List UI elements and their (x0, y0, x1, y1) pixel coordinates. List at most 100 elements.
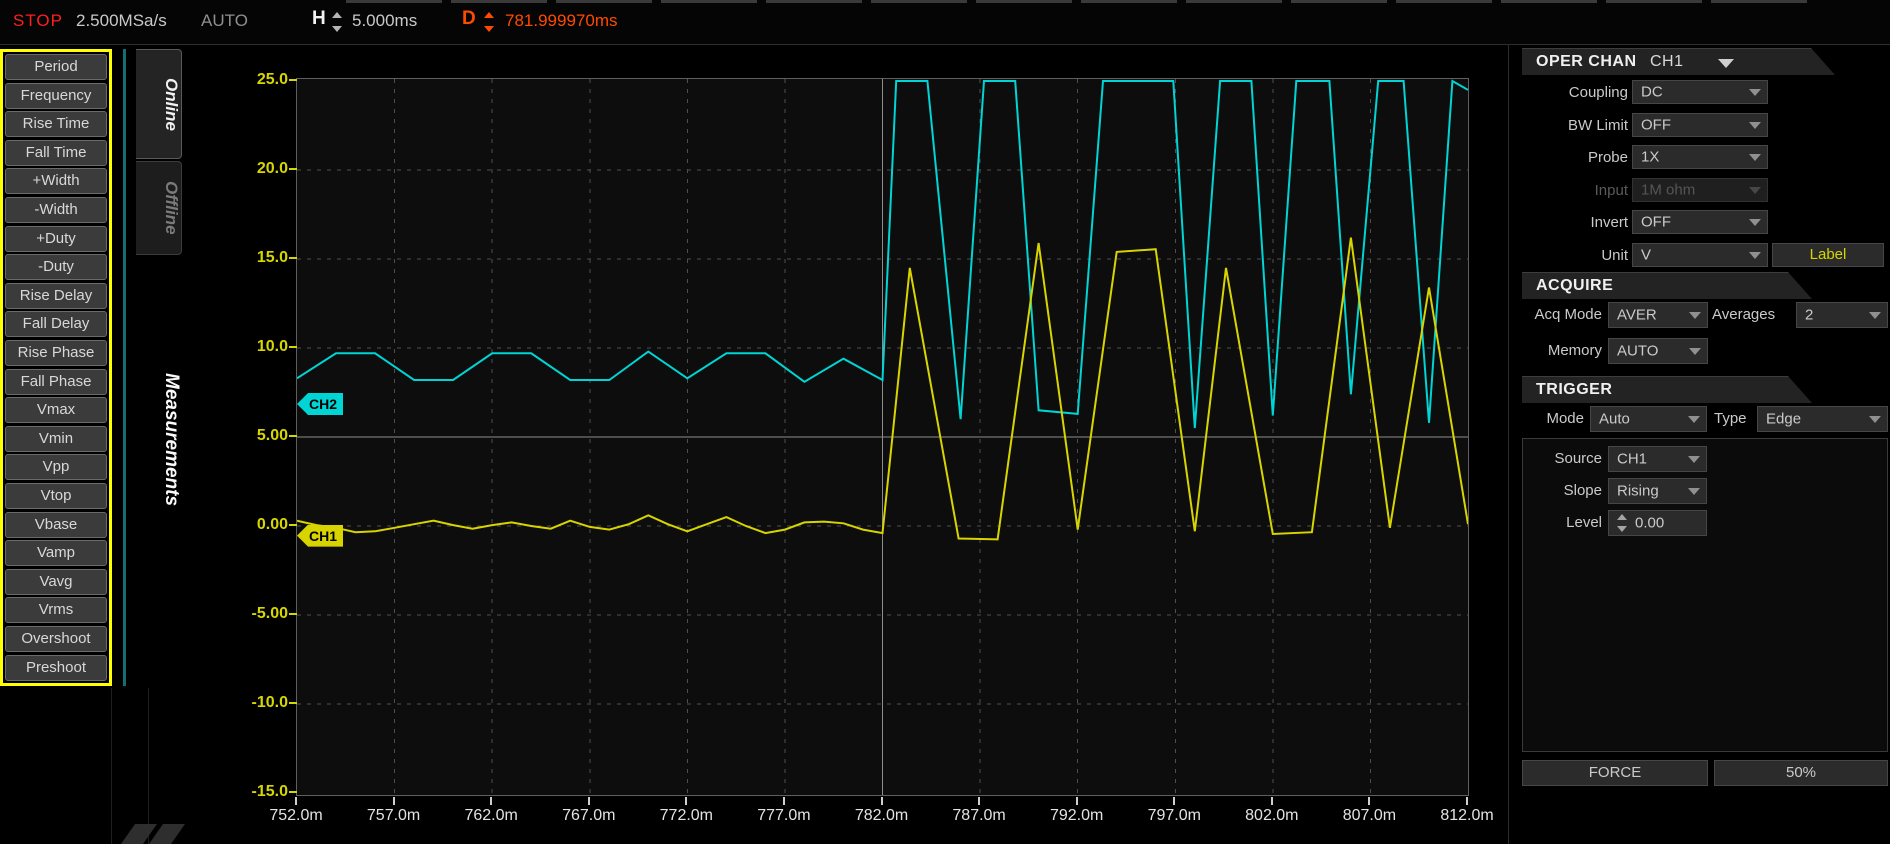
trigger-mode-dropdown[interactable]: Auto (1590, 406, 1707, 432)
acq-mode-dropdown[interactable]: AVER (1608, 302, 1708, 328)
label-button[interactable]: Label (1772, 243, 1884, 267)
x-axis-label: 757.0m (366, 807, 421, 824)
trigger-level-spinbox[interactable]: 0.00 (1608, 510, 1707, 536)
x-axis-label: 772.0m (659, 807, 714, 824)
invert-dropdown[interactable]: OFF (1632, 210, 1768, 234)
horizontal-scale-spinner-icon[interactable] (332, 11, 342, 33)
measurement-button-vbase[interactable]: Vbase (5, 511, 107, 538)
measurement-button-fall-delay[interactable]: Fall Delay (5, 311, 107, 338)
dropdown-arrow-icon (1869, 416, 1881, 423)
trigger-slope-label: Slope (1563, 482, 1602, 499)
delay-value[interactable]: 781.999970ms (505, 11, 618, 30)
probe-dropdown[interactable]: 1X (1632, 145, 1768, 169)
channel-marker-ch1[interactable]: CH1 (297, 524, 343, 547)
channel-marker-ch2[interactable]: CH2 (297, 392, 343, 415)
dropdown-arrow-icon (1749, 89, 1761, 96)
acquire-header: ACQUIRE (1522, 272, 1812, 299)
measurement-button-vavg[interactable]: Vavg (5, 568, 107, 595)
measurement-button-vtop[interactable]: Vtop (5, 483, 107, 509)
top-tab-separator (976, 0, 1072, 3)
y-axis-label: -10.0 (251, 694, 288, 711)
measurement-button-rise-phase[interactable]: Rise Phase (5, 340, 107, 366)
x-axis-tick (978, 797, 981, 805)
tab-offline[interactable]: Offline (136, 161, 182, 255)
top-tab-separator (1396, 0, 1492, 3)
level-50-percent-button[interactable]: 50% (1714, 760, 1888, 786)
y-axis-tick (289, 702, 297, 704)
top-tab-separator (451, 0, 547, 3)
invert-label: Invert (1590, 214, 1628, 231)
dropdown-arrow-icon (1749, 154, 1761, 161)
x-axis-label: 782.0m (854, 807, 909, 824)
y-axis-tick (289, 524, 297, 526)
measurement-button--duty[interactable]: +Duty (5, 225, 107, 252)
trace-ch1 (297, 237, 1468, 541)
tab-measurements[interactable]: Measurements (161, 373, 182, 507)
trigger-mode-label: Mode (1546, 410, 1584, 427)
x-axis-tick (880, 797, 883, 805)
dropdown-arrow-icon (1688, 456, 1700, 463)
measurement-button-fall-time[interactable]: Fall Time (5, 139, 107, 166)
y-axis-tick (289, 257, 297, 259)
x-axis-label: 802.0m (1245, 807, 1299, 824)
sample-rate-readout: 2.500MSa/s (76, 11, 167, 30)
unit-label: Unit (1601, 247, 1628, 264)
y-axis-tick (289, 168, 297, 170)
tab-online[interactable]: Online (136, 49, 182, 159)
waveform-svg (297, 79, 1468, 795)
dropdown-arrow-icon (1869, 312, 1881, 319)
measurement-button-vrms[interactable]: Vrms (5, 597, 107, 624)
x-axis-tick (782, 797, 785, 805)
x-axis-tick (1466, 797, 1468, 805)
force-trigger-button[interactable]: FORCE (1522, 760, 1708, 786)
run-state-indicator[interactable]: STOP (13, 11, 63, 30)
oper-chan-dropdown-arrow-icon[interactable] (1718, 59, 1734, 68)
top-tab-separator (661, 0, 757, 3)
measurement-button--width[interactable]: +Width (5, 168, 107, 195)
top-tab-separator (1291, 0, 1387, 3)
top-tab-separator (1501, 0, 1597, 3)
measurement-button-vmax[interactable]: Vmax (5, 397, 107, 424)
averages-dropdown[interactable]: 2 (1796, 302, 1888, 328)
y-axis-label: 10.0 (256, 338, 288, 355)
horizontal-scale-label: H (312, 8, 326, 29)
top-tab-separator (346, 0, 442, 3)
measurement-button-vamp[interactable]: Vamp (5, 540, 107, 567)
memory-dropdown[interactable]: AUTO (1608, 338, 1708, 364)
delay-spinner-icon[interactable] (484, 11, 494, 33)
level-spinner-icon[interactable] (1617, 514, 1627, 532)
measurement-button-period[interactable]: Period (5, 54, 107, 80)
x-axis-label: 797.0m (1147, 807, 1201, 824)
x-axis-tick (587, 797, 590, 805)
trigger-type-label: Type (1714, 410, 1747, 427)
measurement-button-overshoot[interactable]: Overshoot (5, 626, 107, 652)
dropdown-arrow-icon (1749, 122, 1761, 129)
measurement-button-frequency[interactable]: Frequency (5, 82, 107, 109)
measurement-button-rise-time[interactable]: Rise Time (5, 111, 107, 138)
y-axis-label: 20.0 (256, 160, 288, 177)
y-axis-tick (289, 79, 297, 81)
measurement-button--width[interactable]: -Width (5, 197, 107, 223)
measurement-button-fall-phase[interactable]: Fall Phase (5, 368, 107, 395)
dropdown-arrow-icon (1749, 187, 1761, 194)
measurement-button-rise-delay[interactable]: Rise Delay (5, 282, 107, 309)
measurement-button--duty[interactable]: -Duty (5, 254, 107, 281)
x-axis-tick (490, 797, 493, 805)
trigger-source-dropdown[interactable]: CH1 (1608, 446, 1707, 472)
waveform-display[interactable] (296, 78, 1469, 796)
x-axis-tick (685, 797, 688, 805)
measurement-button-vpp[interactable]: Vpp (5, 454, 107, 481)
coupling-dropdown[interactable]: DC (1632, 80, 1768, 104)
trigger-type-dropdown[interactable]: Edge (1757, 406, 1888, 432)
measurement-button-vmin[interactable]: Vmin (5, 425, 107, 452)
measurement-button-preshoot[interactable]: Preshoot (5, 654, 107, 681)
oper-chan-value[interactable]: CH1 (1650, 53, 1684, 70)
horizontal-scale-value[interactable]: 5.000ms (352, 11, 418, 30)
unit-dropdown[interactable]: V (1632, 243, 1768, 267)
bw-limit-dropdown[interactable]: OFF (1632, 113, 1768, 137)
top-tab-separator (1186, 0, 1282, 3)
trigger-slope-dropdown[interactable]: Rising (1608, 478, 1707, 504)
oper-chan-title: OPER CHAN (1536, 53, 1637, 70)
y-axis-label: -15.0 (251, 783, 288, 800)
